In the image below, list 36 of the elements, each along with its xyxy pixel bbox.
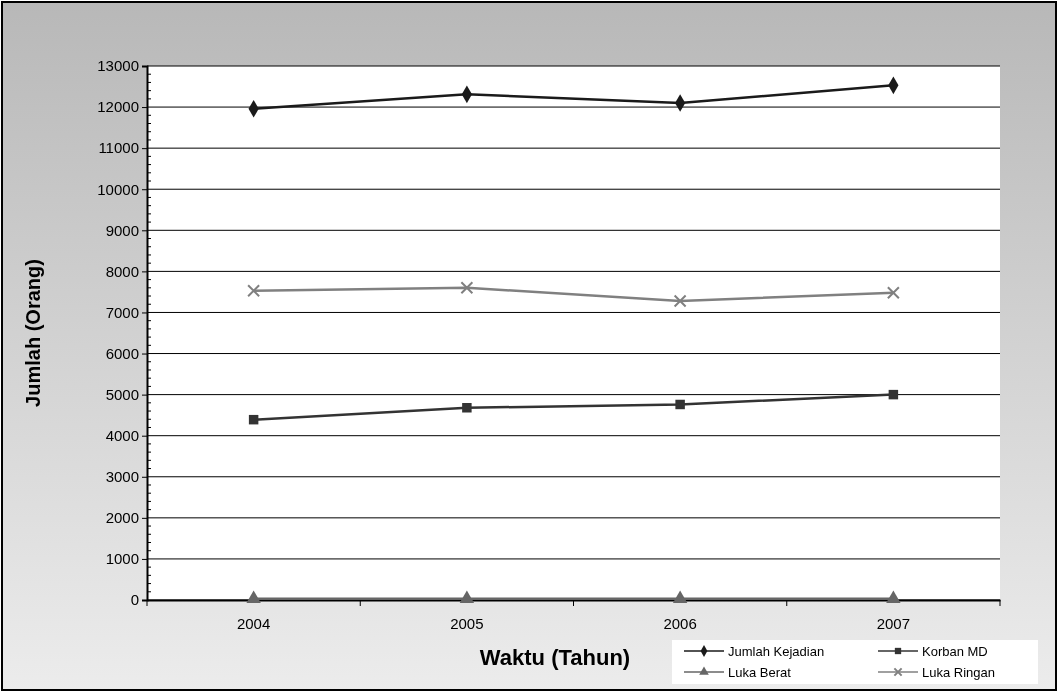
point <box>673 294 687 308</box>
y-tick-label: 11000 <box>98 139 139 157</box>
y-tick-label: 7000 <box>105 303 139 321</box>
y-tick-label: 5000 <box>105 385 139 403</box>
point <box>246 590 261 603</box>
legend-label: Jumlah Kejadian <box>728 644 825 659</box>
point <box>672 590 688 603</box>
y-tick-label: 12000 <box>97 98 139 116</box>
point <box>675 399 685 410</box>
y-tick-label: 8000 <box>105 262 139 280</box>
x-axis-title: Waktu (Tahun) <box>479 645 631 670</box>
y-tick-label: 9000 <box>105 221 139 239</box>
y-tick-label: 13000 <box>97 57 139 75</box>
y-tick-label: 6000 <box>105 344 139 362</box>
x-tick-label: 2006 <box>663 614 697 632</box>
y-axis-title: Jumlah (Orang) <box>22 259 44 407</box>
x-tick-label: 2004 <box>236 614 271 632</box>
y-tick-label: 0 <box>130 591 139 609</box>
legend-label: Luka Ringan <box>922 665 995 680</box>
point <box>886 590 901 603</box>
y-tick-label: 1000 <box>105 550 139 568</box>
point <box>247 284 261 298</box>
y-tick-label: 4000 <box>105 426 139 444</box>
x-tick-label: 2007 <box>876 614 911 632</box>
point <box>460 281 474 295</box>
point <box>459 590 475 603</box>
x-tick-label: 2005 <box>450 614 484 632</box>
legend-label: Korban MD <box>922 644 988 659</box>
point <box>248 414 259 425</box>
legend-label: Luka Berat <box>728 665 792 680</box>
point <box>462 403 472 413</box>
point <box>886 286 900 300</box>
y-tick-label: 2000 <box>105 509 139 527</box>
y-tick-label: 10000 <box>97 180 139 198</box>
point <box>888 389 899 400</box>
y-tick-label: 3000 <box>105 468 139 486</box>
